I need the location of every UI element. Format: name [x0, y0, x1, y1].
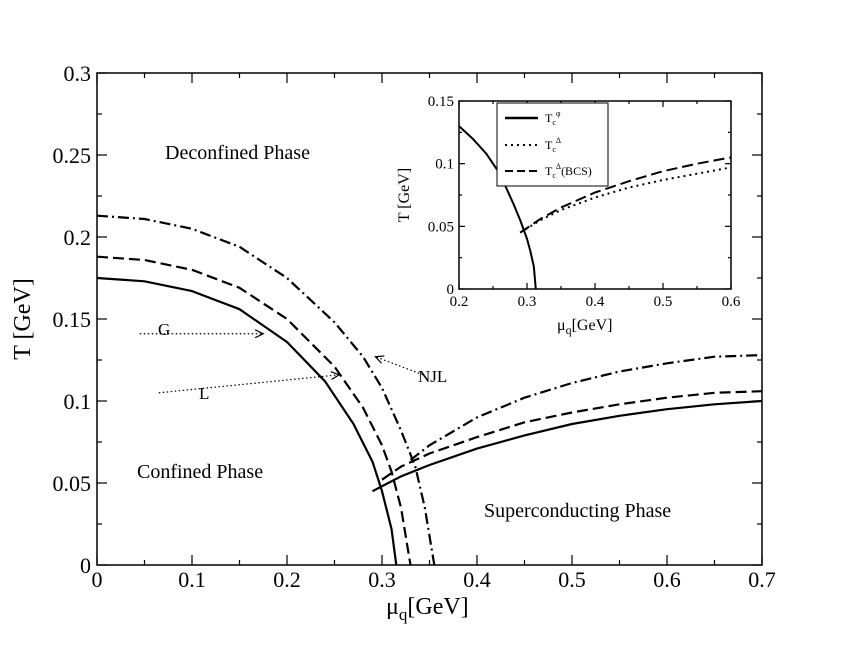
arrow-g-head [254, 329, 265, 339]
main-x-tick-label: 0.4 [463, 567, 491, 592]
arrow-l-head [330, 371, 341, 380]
arrow-njl-line [375, 356, 424, 376]
inset-y-tick-label: 0 [447, 282, 455, 298]
inset-y-tick-label: 0.1 [435, 157, 454, 173]
annotation-arrows [139, 329, 424, 394]
inset-plot: 0.2 0.3 0.4 0.5 0.6 0 0.05 0.1 0.15 T [GeV] μq[… [396, 94, 741, 337]
main-x-tick-label: 0.5 [558, 567, 586, 592]
arrow-njl-head [374, 355, 385, 364]
main-y-tick-label: 0.2 [64, 225, 92, 250]
curve-label-l: L [199, 384, 209, 403]
inset-x-tick-label: 0.2 [450, 294, 469, 310]
main-curves [96, 214, 763, 566]
confined-phase-label: Confined Phase [137, 461, 263, 483]
main-curve-dashdot-4 [96, 214, 436, 566]
inset-x-tick-label: 0.6 [722, 294, 741, 310]
curve-label-g: G [158, 320, 170, 339]
main-curve-solid-1 [371, 399, 763, 493]
inset-x-tick-label: 0.4 [586, 294, 605, 310]
inset-curve-dotted-1 [519, 166, 732, 234]
inset-y-tick-labels: 0 0.05 0.1 0.15 [428, 94, 454, 298]
main-x-tick-label: 0.7 [748, 567, 776, 592]
main-x-tick-label: 0 [92, 567, 103, 592]
main-curve-solid-0 [96, 276, 398, 566]
main-y-tick-label: 0.15 [53, 307, 92, 332]
inset-x-tick-label: 0.3 [518, 294, 537, 310]
inset-x-tick-label: 0.5 [654, 294, 673, 310]
main-curve-dashed-2 [96, 255, 412, 566]
superconducting-phase-label: Superconducting Phase [484, 500, 671, 522]
inset-y-tick-label: 0.15 [428, 94, 454, 110]
legend-label-tc-delta-bcs: TcΔ(BCS) [545, 162, 592, 180]
inset-curves [458, 125, 732, 290]
main-y-tick-label: 0.1 [64, 389, 92, 414]
main-x-tick-label: 0.2 [273, 567, 301, 592]
main-y-tick-label: 0.25 [53, 143, 92, 168]
legend-label-tc-phi: Tcφ [545, 109, 561, 127]
main-y-axis-label: T [GeV] [10, 278, 36, 360]
legend-label-tc-delta: TcΔ [545, 136, 561, 154]
inset-y-axis-label: T [GeV] [396, 168, 413, 222]
main-x-axis-label: μq[GeV] [386, 594, 469, 624]
deconfined-phase-label: Deconfined Phase [165, 142, 310, 164]
main-curve-dashed-3 [381, 390, 763, 481]
inset-curve-solid-0 [458, 125, 537, 290]
main-x-tick-label: 0.3 [368, 567, 396, 592]
main-y-tick-label: 0.3 [64, 61, 92, 86]
inset-x-tick-labels: 0.2 0.3 0.4 0.5 0.6 [450, 294, 741, 310]
inset-x-axis-label: μq[GeV] [557, 317, 612, 337]
inset-legend: Tcφ TcΔ TcΔ(BCS) [496, 102, 609, 187]
main-y-tick-label: 0.05 [53, 471, 92, 496]
curve-label-njl: NJL [418, 367, 447, 386]
main-x-tick-label: 0.6 [653, 567, 681, 592]
inset-curve-dashed-2 [519, 156, 732, 234]
main-curve-dashdot-5 [409, 354, 763, 461]
main-plot: 0 0.1 0.2 0.3 0.4 0.5 0.6 0.7 00.050.10.150.20.… [10, 61, 776, 624]
arrow-l-line [158, 374, 340, 394]
main-ticks [96, 72, 763, 566]
main-y-tick-label: 0 [80, 553, 91, 578]
main-y-tick-labels: 0 0.05 0.1 0.15 0.2 0.25 0.3 [53, 61, 92, 578]
inset-y-tick-label: 0.05 [428, 219, 454, 235]
main-x-tick-labels: 0 0.1 0.2 0.3 0.4 0.5 0.6 0.7 [92, 567, 776, 592]
main-x-tick-label: 0.1 [178, 567, 206, 592]
